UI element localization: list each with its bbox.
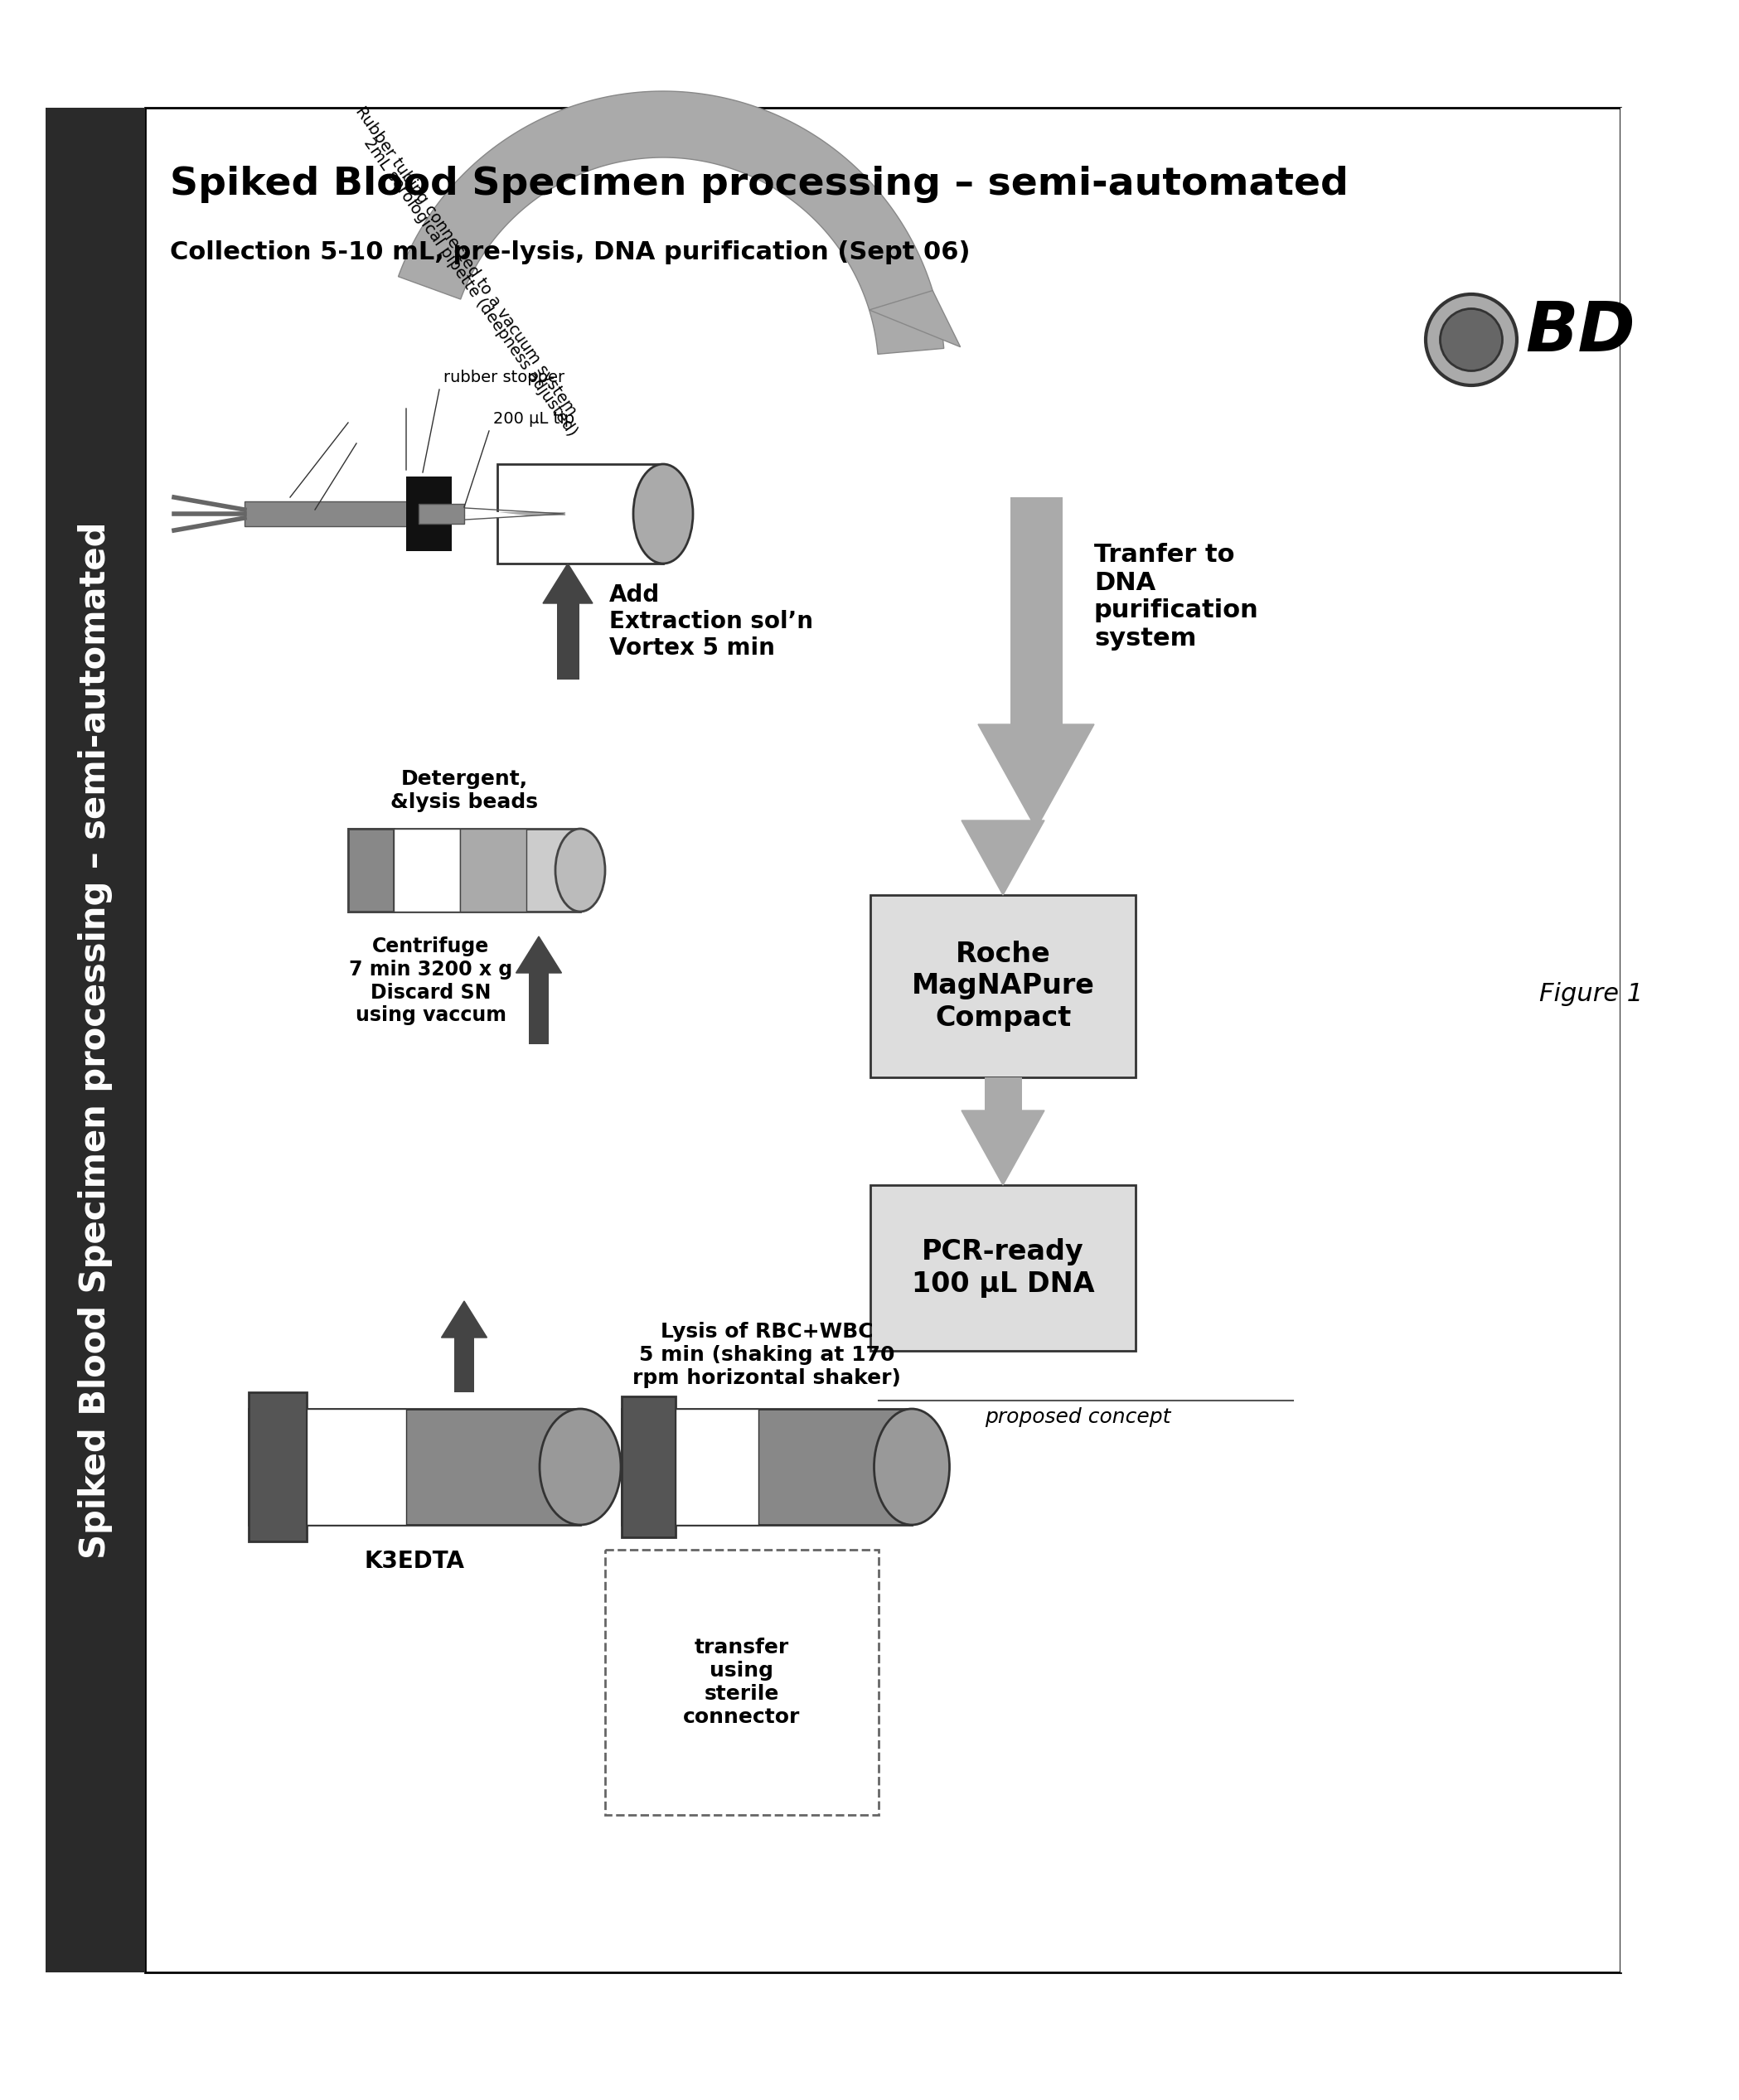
- Bar: [621, 1409, 911, 1525]
- Bar: [529, 972, 550, 1044]
- Bar: [245, 502, 410, 527]
- Polygon shape: [447, 508, 563, 521]
- Text: Tranfer to
DNA
purification
system: Tranfer to DNA purification system: [1094, 544, 1259, 651]
- Text: Collection 5-10 mL, pre-lysis, DNA purification (Sept 06): Collection 5-10 mL, pre-lysis, DNA purif…: [170, 239, 970, 265]
- Bar: [556, 603, 579, 680]
- Polygon shape: [543, 563, 593, 603]
- Text: Roche
MagNAPure
Compact: Roche MagNAPure Compact: [911, 941, 1094, 1031]
- Bar: [393, 830, 461, 911]
- Bar: [621, 1396, 675, 1537]
- Text: Detergent,
&lysis beads: Detergent, &lysis beads: [390, 769, 537, 813]
- Bar: [419, 504, 464, 523]
- Bar: [461, 830, 527, 911]
- Bar: [984, 1077, 1021, 1111]
- Text: PCR-ready
100 μL DNA: PCR-ready 100 μL DNA: [911, 1239, 1094, 1298]
- Text: Centrifuge
7 min 3200 x g
Discard SN
using vaccum: Centrifuge 7 min 3200 x g Discard SN usi…: [350, 937, 513, 1025]
- Text: Lysis of RBC+WBC
5 min (shaking at 170
rpm horizontal shaker): Lysis of RBC+WBC 5 min (shaking at 170 r…: [633, 1323, 901, 1388]
- Bar: [605, 1550, 878, 1814]
- Polygon shape: [516, 937, 562, 972]
- Bar: [870, 1184, 1136, 1350]
- Text: Spiked Blood Specimen processing – semi-automated: Spiked Blood Specimen processing – semi-…: [170, 166, 1348, 204]
- Ellipse shape: [539, 1409, 621, 1525]
- Ellipse shape: [1440, 309, 1502, 372]
- Bar: [407, 477, 452, 550]
- Bar: [306, 1409, 407, 1525]
- Text: Rubber tubing connected to a vacuum system: Rubber tubing connected to a vacuum syst…: [353, 103, 579, 418]
- Text: proposed concept: proposed concept: [984, 1407, 1170, 1428]
- Ellipse shape: [555, 830, 605, 911]
- Text: BD: BD: [1525, 298, 1635, 365]
- Polygon shape: [962, 821, 1045, 895]
- Text: 2mL serological pipette (deepness adjusted): 2mL serological pipette (deepness adjust…: [360, 134, 581, 439]
- Text: Add
Extraction sol’n
Vortex 5 min: Add Extraction sol’n Vortex 5 min: [609, 584, 814, 659]
- Polygon shape: [870, 290, 960, 346]
- Ellipse shape: [875, 1409, 949, 1525]
- Bar: [144, 107, 1621, 1972]
- Bar: [249, 1392, 306, 1541]
- Bar: [675, 1409, 758, 1525]
- Bar: [1010, 498, 1063, 724]
- Polygon shape: [442, 1302, 487, 1338]
- Text: rubber stopper: rubber stopper: [443, 370, 565, 386]
- Text: transfer
using
sterile
connector: transfer using sterile connector: [683, 1638, 800, 1726]
- Bar: [249, 1409, 581, 1525]
- Bar: [348, 830, 581, 911]
- Bar: [984, 821, 1021, 830]
- Ellipse shape: [1426, 294, 1516, 386]
- Text: Figure 1: Figure 1: [1539, 983, 1643, 1006]
- Bar: [870, 895, 1136, 1077]
- Text: K3EDTA: K3EDTA: [363, 1550, 464, 1573]
- Polygon shape: [977, 724, 1094, 830]
- Polygon shape: [398, 90, 944, 355]
- Bar: [45, 107, 144, 1972]
- Bar: [454, 1338, 475, 1392]
- Ellipse shape: [633, 464, 692, 563]
- Bar: [497, 464, 663, 563]
- Polygon shape: [962, 1111, 1045, 1184]
- Bar: [348, 830, 393, 911]
- Bar: [1621, 107, 1739, 1972]
- Text: Spiked Blood Specimen processing – semi-automated: Spiked Blood Specimen processing – semi-…: [78, 521, 113, 1558]
- Text: 200 μL tip: 200 μL tip: [494, 412, 574, 426]
